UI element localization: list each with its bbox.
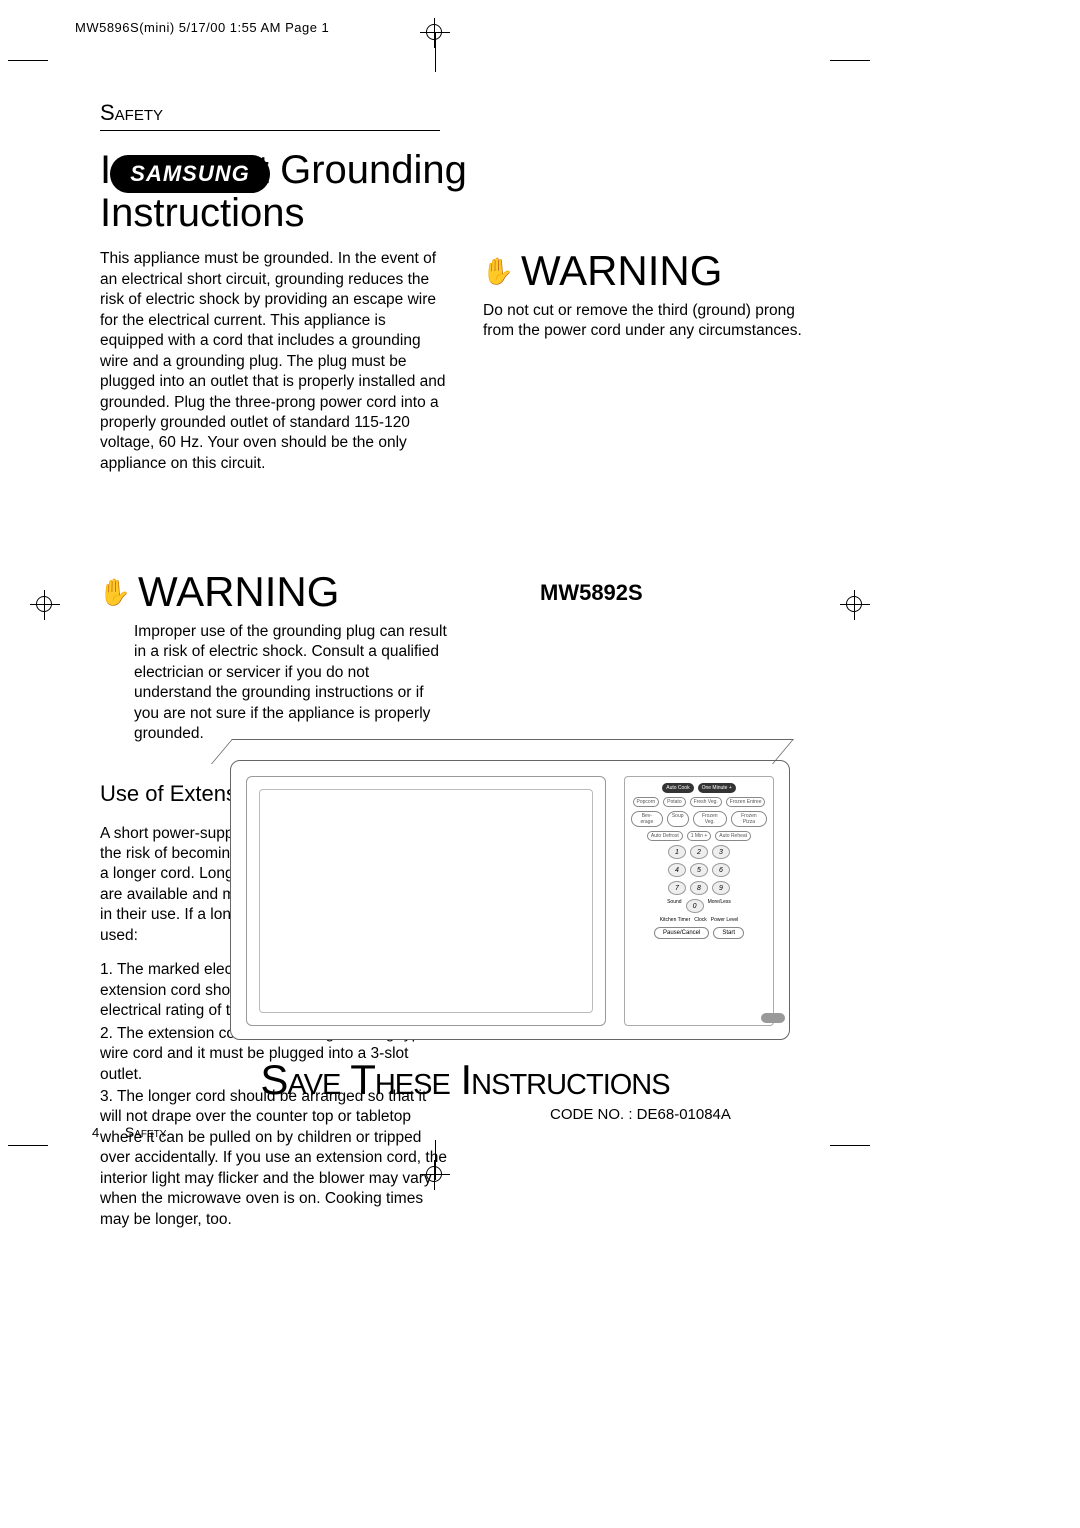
- mw-start: Start: [713, 927, 744, 939]
- mw-num: 8: [690, 881, 708, 895]
- warning-hand-icon: ✋: [483, 256, 513, 286]
- mw-btn: Popcorn: [633, 797, 660, 807]
- microwave-handle: [761, 1013, 785, 1023]
- main-title: Important Grounding Instructions SAMSUNG: [100, 149, 830, 235]
- mw-btn: Potato: [663, 797, 685, 807]
- warning-block-2: ✋ WARNING Do not cut or remove the third…: [483, 243, 830, 341]
- mw-label: Power Level: [711, 917, 739, 923]
- mw-pause-cancel: Pause/Cancel: [654, 927, 709, 939]
- grounding-paragraph: This appliance must be grounded. In the …: [100, 249, 447, 474]
- microwave-illustration: Auto Cook One Minute + Popcorn Potato Fr…: [190, 720, 830, 1060]
- mw-num: 6: [712, 863, 730, 877]
- mw-btn: Fresh Veg.: [690, 797, 722, 807]
- title-line2: Instructions: [100, 191, 305, 235]
- warning-heading: WARNING: [138, 564, 339, 619]
- page-number: 4: [92, 1125, 99, 1140]
- mw-btn: Frozen Veg.: [693, 811, 727, 827]
- mw-num: 4: [668, 863, 686, 877]
- mw-label: Kitchen Timer: [660, 917, 691, 923]
- mw-num: 3: [712, 845, 730, 859]
- list-item: 3. The longer cord should be arranged so…: [100, 1087, 447, 1230]
- footer-section: Safety: [125, 1124, 167, 1140]
- save-instructions: Save These Instructions: [100, 1056, 830, 1104]
- mw-btn: Frozen Pizza: [731, 811, 767, 827]
- warning-hand-icon: ✋: [100, 577, 130, 607]
- section-label: Safety: [100, 100, 440, 131]
- mw-btn: Auto Cook: [662, 783, 693, 793]
- mw-num: 7: [668, 881, 686, 895]
- mw-num: 9: [712, 881, 730, 895]
- mw-num: 2: [690, 845, 708, 859]
- mw-num: 5: [690, 863, 708, 877]
- warning-heading: WARNING: [521, 243, 722, 298]
- mw-btn: Auto Defrost: [647, 831, 683, 841]
- mw-btn: Soup: [667, 811, 689, 827]
- mw-label: More/Less: [708, 899, 731, 913]
- mw-num: 0: [686, 899, 704, 913]
- mw-btn: Auto Reheat: [715, 831, 751, 841]
- mw-btn: Bev- erage: [631, 811, 663, 827]
- mw-label: Clock: [694, 917, 707, 923]
- print-header: MW5896S(mini) 5/17/00 1:55 AM Page 1: [75, 20, 329, 35]
- mw-num: 1: [668, 845, 686, 859]
- code-number: CODE NO. : DE68-01084A: [550, 1106, 731, 1123]
- microwave-control-panel: Auto Cook One Minute + Popcorn Potato Fr…: [624, 776, 774, 1026]
- mw-btn: Frozen Entree: [726, 797, 766, 807]
- mw-btn: One Minute +: [698, 783, 736, 793]
- samsung-logo: SAMSUNG: [110, 155, 270, 193]
- page-footer: 4 Safety: [92, 1124, 166, 1140]
- warning2-text: Do not cut or remove the third (ground) …: [483, 301, 830, 342]
- mw-label: Sound: [667, 899, 681, 913]
- mw-btn: 1 Min +: [687, 831, 712, 841]
- warning-block-1: ✋ WARNING Improper use of the grounding …: [100, 564, 447, 744]
- model-number: MW5892S: [540, 580, 643, 606]
